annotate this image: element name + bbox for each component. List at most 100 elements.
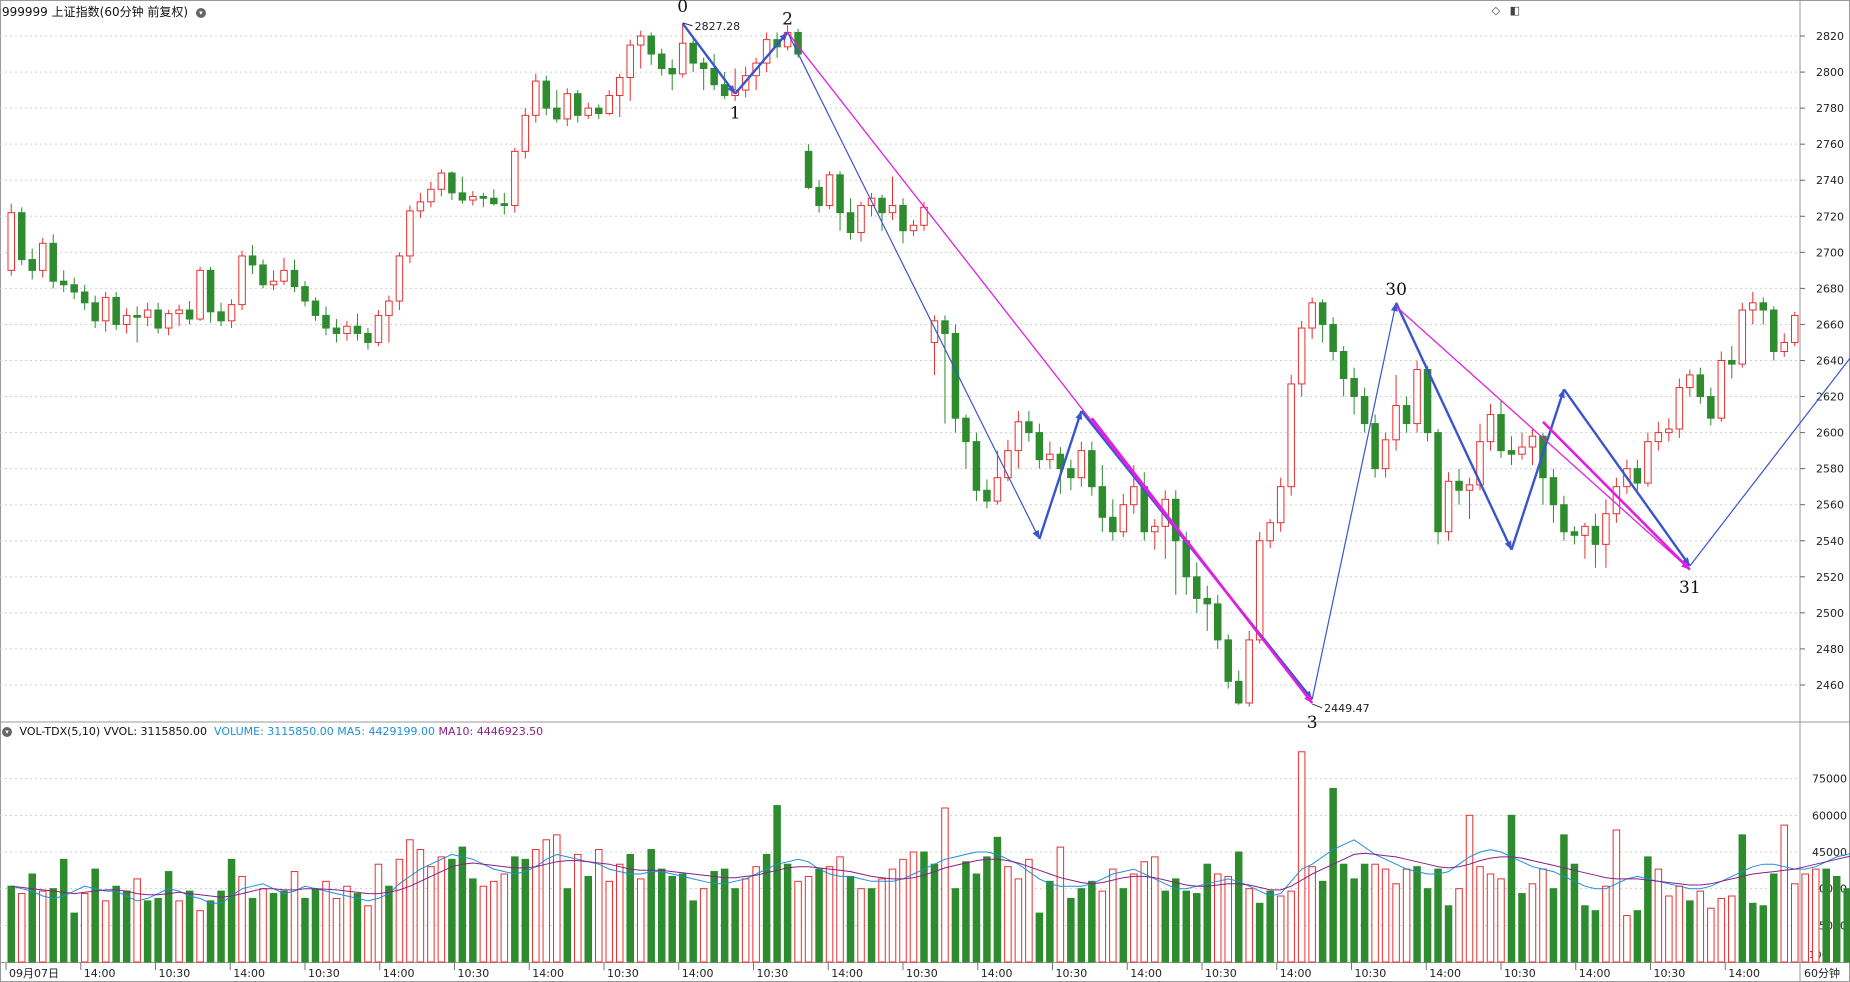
candle-body — [1350, 378, 1358, 398]
volume-bar — [269, 893, 278, 963]
volume-bar — [1581, 905, 1589, 963]
candle-body — [1707, 396, 1715, 419]
candle-body — [437, 172, 446, 190]
volume-bar — [1203, 863, 1211, 963]
candle-body — [185, 309, 194, 320]
volume-bar — [1686, 900, 1694, 963]
wave-line-secondary — [1395, 305, 1691, 571]
candle-body — [1119, 504, 1128, 533]
candle-body — [1255, 540, 1264, 641]
volume-bar — [196, 910, 204, 963]
time-tick-label: 14:00 — [1280, 967, 1312, 980]
volume-bar — [311, 888, 320, 963]
high-marker — [682, 22, 693, 27]
volume-bar — [846, 875, 855, 963]
volume-bar — [448, 858, 456, 963]
candle-body — [217, 311, 225, 322]
volume-bar — [479, 885, 488, 963]
candle-body — [1444, 480, 1453, 533]
candle-body — [416, 201, 425, 212]
time-tick-label: 14:00 — [233, 967, 265, 980]
volume-bar — [1717, 897, 1726, 963]
candle-body — [227, 304, 236, 322]
volume-bar — [1549, 888, 1558, 963]
volume-bar — [804, 875, 813, 963]
diamond-icon[interactable]: ◇ — [1491, 4, 1501, 17]
candle-body — [636, 35, 645, 46]
volume-bar — [542, 839, 551, 963]
period-axis-label: 60分钟 — [1804, 966, 1840, 980]
candle-body — [1381, 439, 1390, 470]
candle-body — [70, 284, 78, 293]
volume-bar — [762, 853, 771, 963]
volume-bar — [238, 875, 246, 963]
candle-body — [930, 320, 939, 343]
volume-bar — [1056, 846, 1065, 963]
candle-body — [374, 314, 383, 343]
wave-line-primary — [681, 22, 737, 95]
volume-bar — [80, 893, 89, 963]
volume-bar — [1832, 875, 1841, 963]
time-tick-label: 10:30 — [1355, 967, 1387, 980]
volume-bar — [1623, 915, 1631, 963]
volume-bar — [605, 880, 613, 963]
volume-bar — [1255, 902, 1264, 963]
volume-bar — [1497, 878, 1505, 963]
volume-bar — [1518, 893, 1526, 963]
volume-bar — [143, 900, 152, 963]
price-tick-label: 2700 — [1816, 246, 1844, 259]
volume-bar — [427, 866, 435, 963]
ma10-value: MA10: 4446923.50 — [438, 725, 544, 738]
candle-body — [1172, 498, 1180, 542]
candle-body — [49, 242, 57, 282]
volume-bar — [1151, 856, 1159, 963]
candle-body — [1633, 468, 1642, 484]
dropdown-icon[interactable]: ▾ — [2, 727, 12, 737]
volume-bar — [1182, 890, 1191, 963]
candle-body — [1151, 525, 1159, 533]
volume-bar — [752, 866, 760, 963]
candle-body — [1297, 327, 1306, 385]
candle-body — [1434, 432, 1442, 533]
volume-bar — [500, 873, 509, 963]
candle-body — [668, 67, 676, 75]
candle-body — [1486, 414, 1495, 443]
volume-bar — [1539, 868, 1547, 963]
candle-body — [1402, 405, 1411, 425]
chart-title-bar: 999999 上证指数(60分钟 前复权) ▾ — [2, 3, 206, 20]
candle-body — [1287, 383, 1295, 488]
ma10-line — [11, 852, 1850, 898]
dropdown-icon[interactable]: ▾ — [195, 7, 206, 18]
candle-body — [909, 224, 918, 232]
candle-body — [1507, 450, 1516, 455]
candle-body — [1067, 468, 1075, 479]
wave-line-primary — [1562, 388, 1691, 567]
volume-bar — [1172, 878, 1180, 963]
price-tick-label: 2740 — [1816, 174, 1844, 187]
candle-body — [1234, 680, 1243, 704]
volume-tick-label: 75000 — [1812, 773, 1847, 786]
volume-bar — [1654, 868, 1663, 963]
time-tick-label: 10:30 — [159, 967, 191, 980]
volume-bar — [101, 900, 110, 963]
volume-bar — [741, 878, 750, 963]
volume-tick-label: 45000 — [1812, 846, 1847, 859]
price-tick-label: 2600 — [1816, 427, 1844, 440]
candle-body — [532, 80, 540, 116]
candle-body — [101, 296, 110, 322]
volume-bar — [615, 863, 624, 963]
volume-bar — [1224, 875, 1232, 963]
volume-bar — [1749, 902, 1757, 963]
price-tick-label: 2660 — [1816, 318, 1844, 331]
period-label: (60分钟 前复权) — [99, 5, 189, 19]
volume-bar — [574, 853, 582, 963]
volume-bar — [689, 900, 697, 963]
candle-body — [689, 42, 697, 64]
candle-body — [1696, 374, 1705, 398]
panel-toggle-icon[interactable]: ◧ — [1509, 4, 1520, 17]
candle-body — [1088, 450, 1096, 488]
candle-body — [720, 84, 729, 97]
volume-bar — [1025, 858, 1033, 963]
